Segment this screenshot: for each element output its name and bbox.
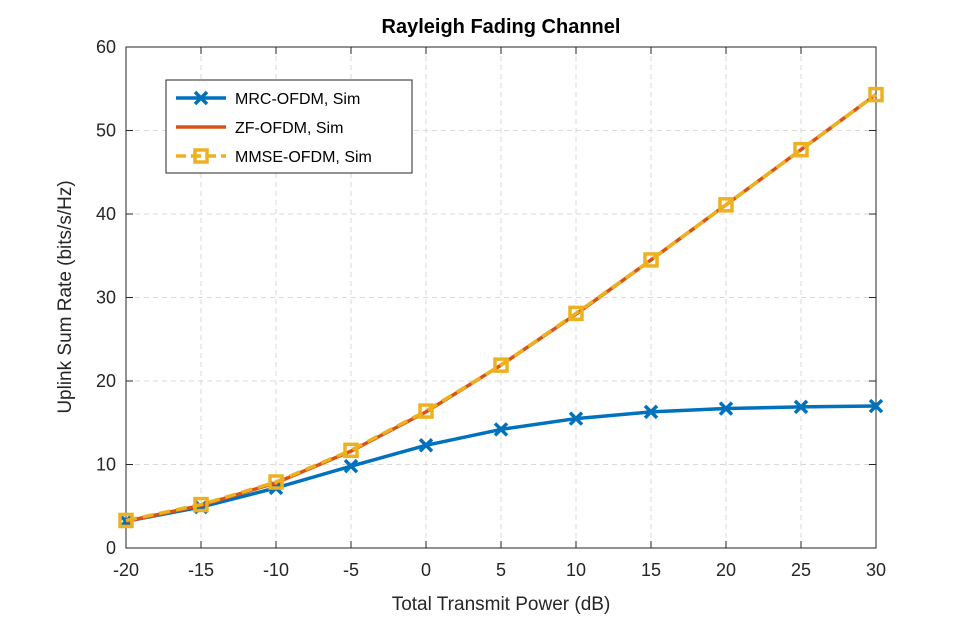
series-2 <box>118 86 884 529</box>
data-point <box>643 404 659 420</box>
data-point-stroke-b <box>568 411 584 426</box>
x-tick-label: -5 <box>343 560 359 580</box>
data-point <box>118 512 134 529</box>
x-tick-label: 30 <box>866 560 886 580</box>
data-point <box>193 496 209 513</box>
legend-label: ZF-OFDM, Sim <box>235 120 343 137</box>
data-point <box>418 403 434 419</box>
data-point <box>568 411 584 426</box>
data-point <box>343 458 359 474</box>
legend-swatch-marker-stroke-b <box>193 90 209 106</box>
y-tick-label: 50 <box>96 121 116 141</box>
legend-item: MMSE-OFDM, Sim <box>176 148 372 166</box>
x-tick-label: -10 <box>263 560 289 580</box>
legend: MRC-OFDM, Sim ZF-OFDM, Sim MMSE-OFDM, Sim <box>165 79 413 174</box>
data-point <box>793 141 809 158</box>
data-point-stroke-b <box>643 404 659 420</box>
data-point <box>868 86 884 103</box>
data-point <box>493 422 509 437</box>
y-tick-label: 30 <box>96 288 116 308</box>
x-tick-label: 20 <box>716 560 736 580</box>
data-point <box>718 197 734 213</box>
ticks: -20 -15 -10 -5 0 5 10 15 20 25 30 0 10 20 30 40 50 60 <box>96 37 886 580</box>
y-tick-label: 40 <box>96 204 116 224</box>
x-tick-label: 10 <box>566 560 586 580</box>
y-tick-label: 20 <box>96 371 116 391</box>
y-tick-label: 10 <box>96 455 116 475</box>
data-point <box>718 401 734 416</box>
data-point-stroke-b <box>718 401 734 416</box>
legend-label: MMSE-OFDM, Sim <box>235 149 372 166</box>
x-tick-label: 5 <box>496 560 506 580</box>
y-tick-label: 0 <box>106 538 116 558</box>
data-point-stroke-b <box>793 399 809 415</box>
data-point-stroke-b <box>868 398 884 414</box>
series-line <box>125 93 878 523</box>
legend-swatch-marker <box>193 90 209 106</box>
legend-item: ZF-OFDM, Sim <box>176 120 343 137</box>
x-tick-label: 0 <box>421 560 431 580</box>
data-point <box>568 305 584 322</box>
data-point <box>793 399 809 415</box>
legend-swatch-marker <box>193 148 209 164</box>
data-point <box>418 438 434 453</box>
data-point <box>268 474 284 490</box>
data-point-stroke-b <box>418 438 434 453</box>
legend-item: MRC-OFDM, Sim <box>176 90 360 108</box>
data-point <box>493 357 509 373</box>
x-axis-label: Total Transmit Power (dB) <box>392 594 611 615</box>
y-axis-label: Uplink Sum Rate (bits/s/Hz) <box>55 180 76 413</box>
y-tick-label: 60 <box>96 37 116 57</box>
grid <box>126 47 876 548</box>
data-point <box>868 398 884 414</box>
data-point <box>643 252 659 268</box>
x-tick-label: 25 <box>791 560 811 580</box>
data-point-stroke-b <box>343 458 359 474</box>
x-tick-label: -20 <box>113 560 139 580</box>
x-tick-label: 15 <box>641 560 661 580</box>
chart-title: Rayleigh Fading Channel <box>382 16 621 38</box>
data-point-stroke-b <box>493 422 509 437</box>
legend-label: MRC-OFDM, Sim <box>235 91 360 108</box>
x-tick-label: -15 <box>188 560 214 580</box>
series <box>118 86 884 529</box>
data-point <box>343 442 359 459</box>
